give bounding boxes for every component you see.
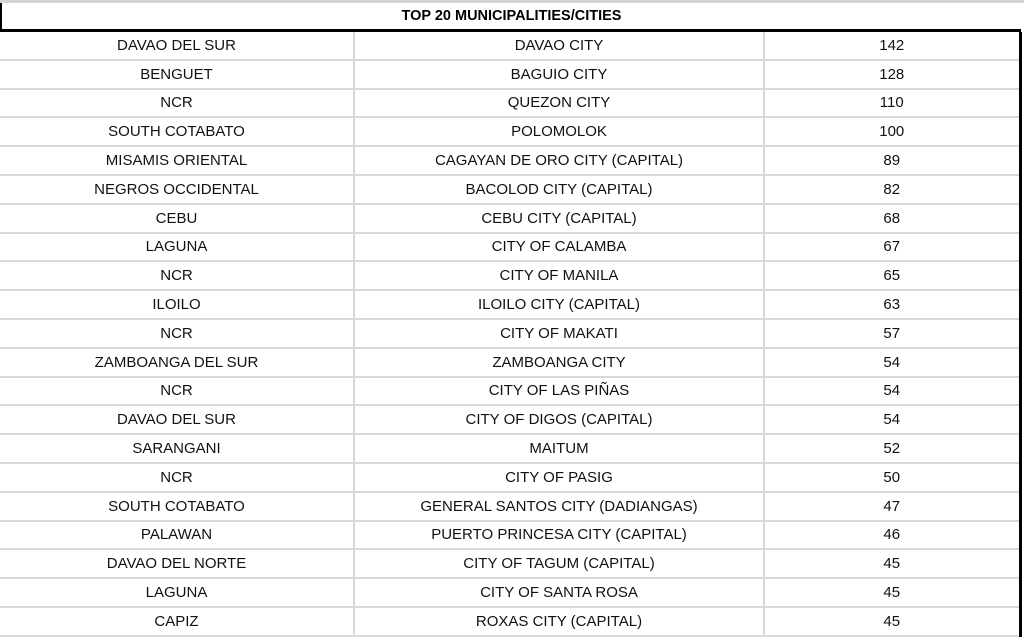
table-row: NCR CITY OF MANILA 65 [0,261,1022,292]
province-cell[interactable]: NCR [0,88,355,119]
province-cell[interactable]: NCR [0,318,355,349]
city-cell[interactable]: CITY OF PASIG [354,462,765,493]
city-cell[interactable]: CITY OF MANILA [354,261,765,292]
province-cell[interactable]: BENGUET [0,59,355,90]
count-cell[interactable]: 128 [764,59,1022,90]
table-row: NEGROS OCCIDENTAL BACOLOD CITY (CAPITAL) 8… [0,174,1022,205]
city-cell[interactable]: CITY OF SANTA ROSA [354,578,765,608]
city-cell[interactable]: GENERAL SANTOS CITY (DADIANGAS) [354,491,765,522]
count-cell[interactable]: 45 [764,606,1022,637]
city-cell[interactable]: CITY OF TAGUM (CAPITAL) [354,549,765,580]
province-cell[interactable]: DAVAO DEL NORTE [0,549,355,580]
count-cell[interactable]: 82 [764,174,1022,205]
count-cell[interactable]: 45 [764,578,1022,608]
city-cell[interactable]: CITY OF DIGOS (CAPITAL) [354,405,765,436]
count-cell[interactable]: 45 [764,549,1022,580]
province-cell[interactable]: PALAWAN [0,520,355,551]
count-cell[interactable]: 110 [764,88,1022,119]
province-cell[interactable]: DAVAO DEL SUR [0,32,355,61]
city-cell[interactable]: ILOILO CITY (CAPITAL) [354,290,765,320]
city-cell[interactable]: POLOMOLOK [354,117,765,148]
province-cell[interactable]: MISAMIS ORIENTAL [0,146,355,176]
table-row: LAGUNA CITY OF CALAMBA 67 [0,232,1022,263]
table-row: BENGUET BAGUIO CITY 128 [0,59,1022,90]
count-cell[interactable]: 54 [764,376,1022,407]
city-cell[interactable]: PUERTO PRINCESA CITY (CAPITAL) [354,520,765,551]
table-row: NCR QUEZON CITY 110 [0,88,1022,119]
city-cell[interactable]: CAGAYAN DE ORO CITY (CAPITAL) [354,146,765,176]
table-row: SARANGANI MAITUM 52 [0,434,1022,464]
province-cell[interactable]: LAGUNA [0,232,355,263]
table-row: PALAWAN PUERTO PRINCESA CITY (CAPITAL) 46 [0,520,1022,551]
table-row: DAVAO DEL SUR CITY OF DIGOS (CAPITAL) 54 [0,405,1022,436]
province-cell[interactable]: SOUTH COTABATO [0,117,355,148]
province-cell[interactable]: SOUTH COTABATO [0,491,355,522]
count-cell[interactable]: 65 [764,261,1022,292]
province-cell[interactable]: CEBU [0,203,355,234]
table-row: DAVAO DEL NORTE CITY OF TAGUM (CAPITAL) 45 [0,549,1022,580]
city-cell[interactable]: CITY OF MAKATI [354,318,765,349]
sheet-top-edge [0,0,1024,3]
province-cell[interactable]: NEGROS OCCIDENTAL [0,174,355,205]
province-cell[interactable]: ILOILO [0,290,355,320]
province-cell[interactable]: DAVAO DEL SUR [0,405,355,436]
city-cell[interactable]: QUEZON CITY [354,88,765,119]
count-cell[interactable]: 67 [764,232,1022,263]
table-row: DAVAO DEL SUR DAVAO CITY 142 [0,32,1022,61]
province-cell[interactable]: CAPIZ [0,606,355,637]
table-row: CEBU CEBU CITY (CAPITAL) 68 [0,203,1022,234]
city-cell[interactable]: CITY OF LAS PIÑAS [354,376,765,407]
city-cell[interactable]: ROXAS CITY (CAPITAL) [354,606,765,637]
table-row: CAPIZ ROXAS CITY (CAPITAL) 45 [0,606,1022,637]
city-cell[interactable]: ZAMBOANGA CITY [354,347,765,378]
table-row: MISAMIS ORIENTAL CAGAYAN DE ORO CITY (CAP… [0,146,1022,176]
count-cell[interactable]: 142 [764,32,1022,61]
city-cell[interactable]: CITY OF CALAMBA [354,232,765,263]
count-cell[interactable]: 47 [764,491,1022,522]
province-cell[interactable]: NCR [0,376,355,407]
table-row: ILOILO ILOILO CITY (CAPITAL) 63 [0,290,1022,320]
city-cell[interactable]: MAITUM [354,434,765,464]
province-cell[interactable]: NCR [0,261,355,292]
table-row: LAGUNA CITY OF SANTA ROSA 45 [0,578,1022,608]
table-row: ZAMBOANGA DEL SUR ZAMBOANGA CITY 54 [0,347,1022,378]
province-cell[interactable]: NCR [0,462,355,493]
province-cell[interactable]: SARANGANI [0,434,355,464]
count-cell[interactable]: 54 [764,347,1022,378]
count-cell[interactable]: 46 [764,520,1022,551]
city-cell[interactable]: BAGUIO CITY [354,59,765,90]
province-cell[interactable]: LAGUNA [0,578,355,608]
table-row: NCR CITY OF LAS PIÑAS 54 [0,376,1022,407]
count-cell[interactable]: 50 [764,462,1022,493]
count-cell[interactable]: 52 [764,434,1022,464]
table-row: SOUTH COTABATO GENERAL SANTOS CITY (DADIA… [0,491,1022,522]
table-row: NCR CITY OF MAKATI 57 [0,318,1022,349]
table-row: SOUTH COTABATO POLOMOLOK 100 [0,117,1022,148]
city-cell[interactable]: DAVAO CITY [354,32,765,61]
count-cell[interactable]: 54 [764,405,1022,436]
count-cell[interactable]: 57 [764,318,1022,349]
city-cell[interactable]: CEBU CITY (CAPITAL) [354,203,765,234]
table-title: TOP 20 MUNICIPALITIES/CITIES [0,3,1021,32]
count-cell[interactable]: 68 [764,203,1022,234]
table-row: NCR CITY OF PASIG 50 [0,462,1022,493]
province-cell[interactable]: ZAMBOANGA DEL SUR [0,347,355,378]
count-cell[interactable]: 63 [764,290,1022,320]
count-cell[interactable]: 89 [764,146,1022,176]
city-cell[interactable]: BACOLOD CITY (CAPITAL) [354,174,765,205]
municipalities-table: DAVAO DEL SUR DAVAO CITY 142 BENGUET BAGUIO … [0,32,1022,637]
count-cell[interactable]: 100 [764,117,1022,148]
